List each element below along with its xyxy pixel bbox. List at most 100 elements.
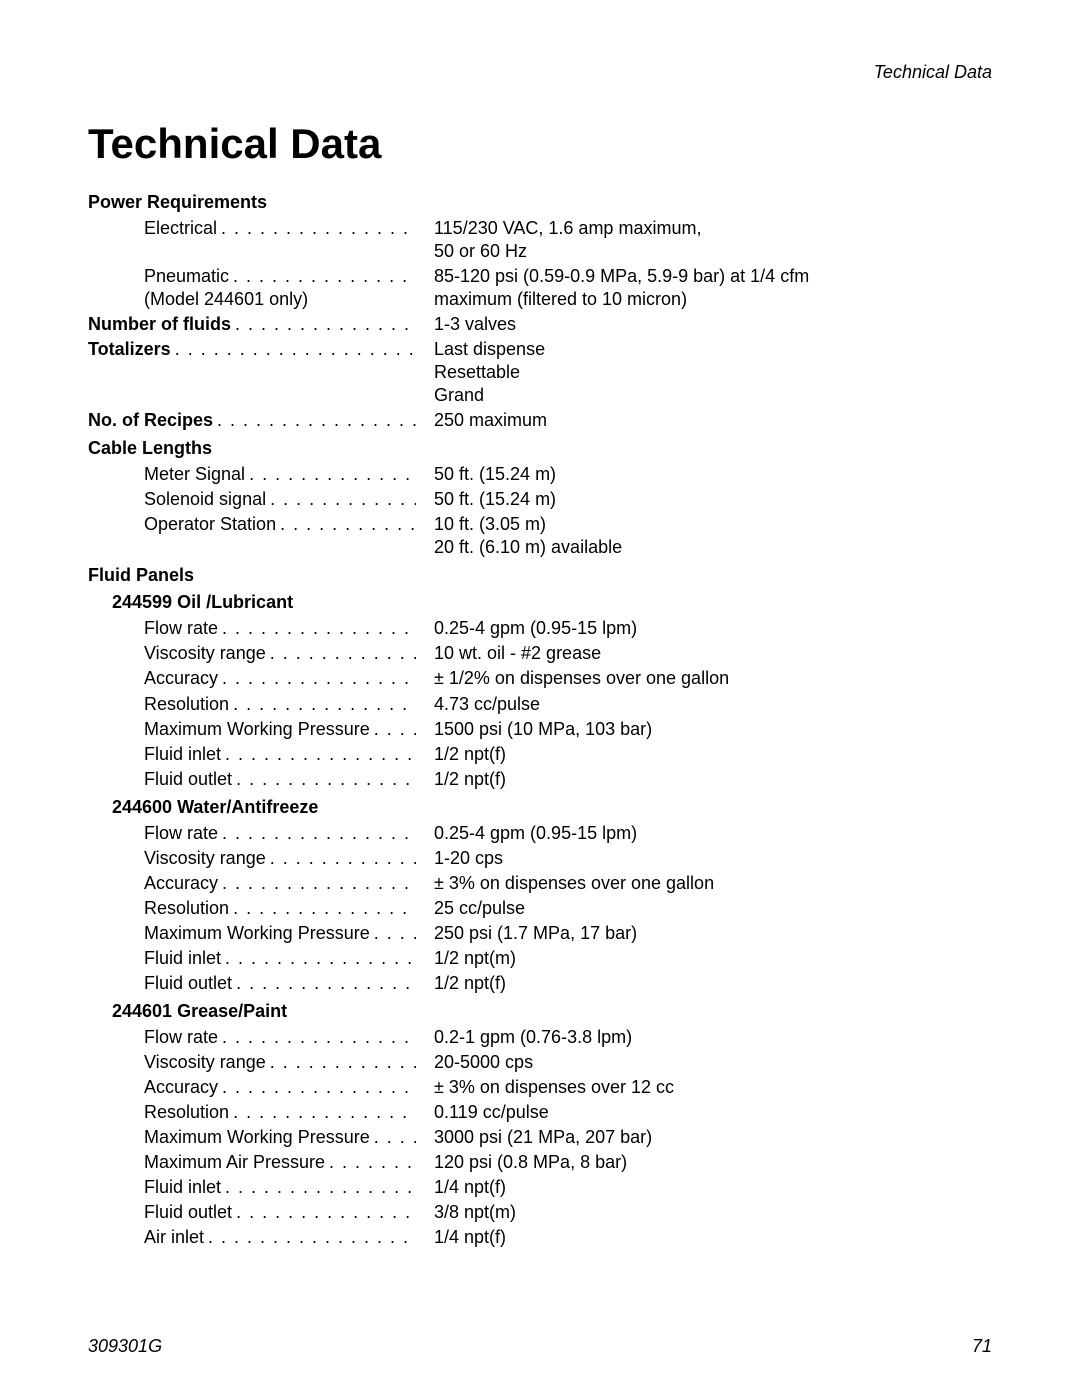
value-b-visc: 1-20 cps: [434, 847, 992, 870]
row-meter-signal: Meter Signal . . . . . . . . . . . . . .…: [88, 463, 992, 486]
plus-minus-icon: ±: [434, 1077, 444, 1097]
label-b-visc: Viscosity range: [144, 847, 266, 870]
value-c-air: 1/4 npt(f): [434, 1226, 992, 1249]
label-c-visc: Viscosity range: [144, 1051, 266, 1074]
label-meter: Meter Signal: [144, 463, 245, 486]
value-b-in: 1/2 npt(m): [434, 947, 992, 970]
value-b-mwp: 250 psi (1.7 MPa, 17 bar): [434, 922, 992, 945]
label-b-in: Fluid inlet: [144, 947, 221, 970]
label-b-out: Fluid outlet: [144, 972, 232, 995]
value-totalizers-2: Resettable: [434, 361, 992, 384]
label-b-res: Resolution: [144, 897, 229, 920]
value-totalizers-3: Grand: [434, 384, 992, 407]
row-b-mwp: Maximum Working Pressure. . . . . . . . …: [88, 922, 992, 945]
value-b-out: 1/2 npt(f): [434, 972, 992, 995]
row-a-out: Fluid outlet. . . . . . . . . . . . . . …: [88, 768, 992, 791]
label-c-map: Maximum Air Pressure: [144, 1151, 325, 1174]
row-a-mwp: Maximum Working Pressure. . . . . . . . …: [88, 718, 992, 741]
row-a-res: Resolution. . . . . . . . . . . . . . . …: [88, 693, 992, 716]
running-head: Technical Data: [874, 62, 992, 83]
row-a-in: Fluid inlet. . . . . . . . . . . . . . .…: [88, 743, 992, 766]
label-a-out: Fluid outlet: [144, 768, 232, 791]
value-a-out: 1/2 npt(f): [434, 768, 992, 791]
value-totalizers-1: Last dispense: [434, 338, 992, 361]
label-operator: Operator Station: [144, 513, 276, 536]
row-b-in: Fluid inlet. . . . . . . . . . . . . . .…: [88, 947, 992, 970]
value-c-in: 1/4 npt(f): [434, 1176, 992, 1199]
row-a-acc: Accuracy. . . . . . . . . . . . . . . . …: [88, 667, 992, 690]
row-recipes: No. of Recipes . . . . . . . . . . . . .…: [88, 409, 992, 432]
row-c-out: Fluid outlet. . . . . . . . . . . . . . …: [88, 1201, 992, 1224]
row-c-air: Air inlet. . . . . . . . . . . . . . . .…: [88, 1226, 992, 1249]
leader: . . . . . . . . . . . . . . . . . . . . …: [222, 1026, 416, 1049]
value-a-acc: ± 1/2% on dispenses over one gallon: [434, 667, 992, 690]
label-b-acc: Accuracy: [144, 872, 218, 895]
label-c-out: Fluid outlet: [144, 1201, 232, 1224]
value-b-flow: 0.25-4 gpm (0.95-15 lpm): [434, 822, 992, 845]
leader: . . . . . . . . . . . . . . . . . . . . …: [329, 1151, 416, 1174]
row-b-acc: Accuracy. . . . . . . . . . . . . . . . …: [88, 872, 992, 895]
leader: . . . . . . . . . . . . . . . . . . . . …: [270, 847, 416, 870]
label-a-acc: Accuracy: [144, 667, 218, 690]
leader: . . . . . . . . . . . . . . . . . . . . …: [225, 947, 416, 970]
label-c-air: Air inlet: [144, 1226, 204, 1249]
leader: . . . . . . . . . . . . . . . . . . . . …: [249, 463, 416, 486]
label-c-acc: Accuracy: [144, 1076, 218, 1099]
leader: . . . . . . . . . . . . . . . . . . . . …: [280, 513, 416, 536]
value-b-res: 25 cc/pulse: [434, 897, 992, 920]
value-meter: 50 ft. (15.24 m): [434, 463, 992, 486]
leader: . . . . . . . . . . . . . . . . . . . . …: [270, 1051, 416, 1074]
leader: . . . . . . . . . . . . . . . . . . . . …: [236, 1201, 416, 1224]
leader: . . . . . . . . . . . . . . . . . . . . …: [270, 642, 416, 665]
row-c-mwp: Maximum Working Pressure. . . . . . . . …: [88, 1126, 992, 1149]
row-operator-station: Operator Station . . . . . . . . . . . .…: [88, 513, 992, 559]
label-num-fluids: Number of fluids: [88, 313, 231, 336]
label-solenoid: Solenoid signal: [144, 488, 266, 511]
row-electrical: Electrical . . . . . . . . . . . . . . .…: [88, 217, 992, 263]
row-totalizers: Totalizers . . . . . . . . . . . . . . .…: [88, 338, 992, 407]
value-b-acc: ± 3% on dispenses over one gallon: [434, 872, 992, 895]
row-b-out: Fluid outlet. . . . . . . . . . . . . . …: [88, 972, 992, 995]
row-pneumatic: Pneumatic . . . . . . . . . . . . . . . …: [88, 265, 992, 311]
leader: . . . . . . . . . . . . . . . . . . . . …: [236, 768, 416, 791]
value-num-fluids: 1-3 valves: [434, 313, 992, 336]
leader: . . . . . . . . . . . . . . . . . . . . …: [236, 972, 416, 995]
label-b-flow: Flow rate: [144, 822, 218, 845]
row-b-res: Resolution. . . . . . . . . . . . . . . …: [88, 897, 992, 920]
heading-panel-a: 244599 Oil /Lubricant: [112, 592, 992, 613]
leader: . . . . . . . . . . . . . . . . . . . . …: [225, 743, 416, 766]
page: Technical Data Technical Data Power Requ…: [0, 0, 1080, 1397]
value-pneumatic-2: maximum (filtered to 10 micron): [434, 288, 992, 311]
row-a-flow: Flow rate. . . . . . . . . . . . . . . .…: [88, 617, 992, 640]
leader: . . . . . . . . . . . . . . . . . . . . …: [233, 693, 416, 716]
value-c-flow: 0.2-1 gpm (0.76-3.8 lpm): [434, 1026, 992, 1049]
leader: . . . . . . . . . . . . . . . . . . . . …: [233, 265, 416, 288]
leader: . . . . . . . . . . . . . . . . . . . . …: [208, 1226, 416, 1249]
value-recipes: 250 maximum: [434, 409, 992, 432]
label-a-in: Fluid inlet: [144, 743, 221, 766]
row-b-flow: Flow rate. . . . . . . . . . . . . . . .…: [88, 822, 992, 845]
leader: . . . . . . . . . . . . . . . . . . . . …: [225, 1176, 416, 1199]
value-a-in: 1/2 npt(f): [434, 743, 992, 766]
row-c-map: Maximum Air Pressure. . . . . . . . . . …: [88, 1151, 992, 1174]
label-totalizers: Totalizers: [88, 338, 171, 361]
heading-cable: Cable Lengths: [88, 438, 992, 459]
value-c-mwp: 3000 psi (21 MPa, 207 bar): [434, 1126, 992, 1149]
label-a-res: Resolution: [144, 693, 229, 716]
value-c-map: 120 psi (0.8 MPa, 8 bar): [434, 1151, 992, 1174]
label-recipes: No. of Recipes: [88, 409, 213, 432]
row-num-fluids: Number of fluids . . . . . . . . . . . .…: [88, 313, 992, 336]
label-pneumatic: Pneumatic: [144, 265, 229, 288]
value-electrical-1: 115/230 VAC, 1.6 amp maximum,: [434, 217, 992, 240]
leader: . . . . . . . . . . . . . . . . . . . . …: [222, 872, 416, 895]
leader: . . . . . . . . . . . . . . . . . . . . …: [222, 1076, 416, 1099]
value-a-visc: 10 wt. oil - #2 grease: [434, 642, 992, 665]
row-c-acc: Accuracy. . . . . . . . . . . . . . . . …: [88, 1076, 992, 1099]
leader: . . . . . . . . . . . . . . . . . . . . …: [222, 667, 416, 690]
heading-panel-c: 244601 Grease/Paint: [112, 1001, 992, 1022]
leader: . . . . . . . . . . . . . . . . . . . . …: [374, 718, 416, 741]
label-a-visc: Viscosity range: [144, 642, 266, 665]
row-c-res: Resolution. . . . . . . . . . . . . . . …: [88, 1101, 992, 1124]
label-c-res: Resolution: [144, 1101, 229, 1124]
leader: . . . . . . . . . . . . . . . . . . . . …: [270, 488, 416, 511]
